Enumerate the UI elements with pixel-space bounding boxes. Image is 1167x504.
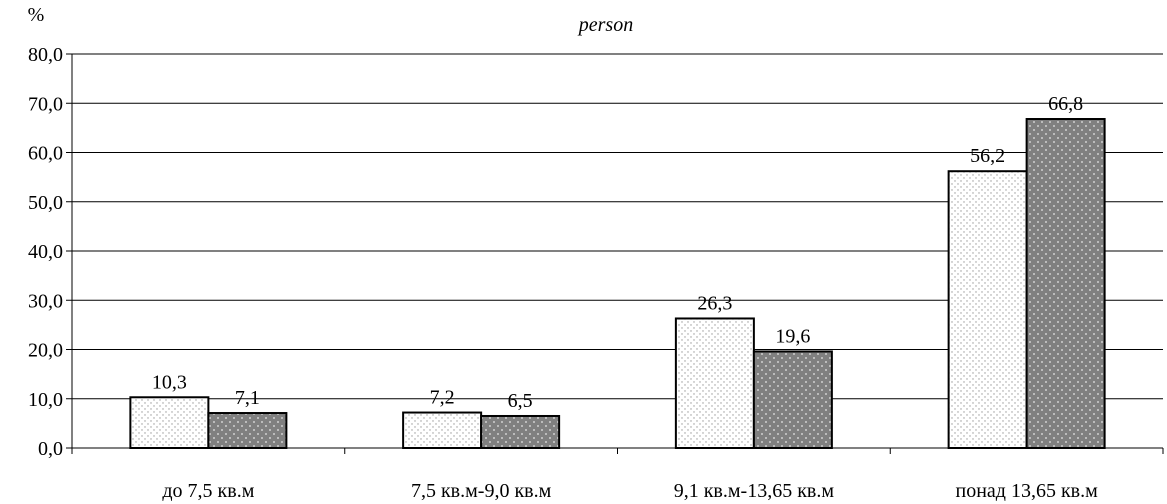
bar — [752, 350, 833, 449]
data-label: 26,3 — [697, 292, 732, 314]
bars — [129, 118, 1106, 450]
y-tick-label: 80,0 — [28, 44, 63, 66]
x-category-labels: до 7,5 кв.м 7,5 кв.м-9,0 кв.м 9,1 кв.м-13,… — [162, 480, 1098, 502]
chart-subtitle: person — [577, 14, 633, 36]
bar — [129, 396, 210, 449]
data-label: 56,2 — [970, 145, 1005, 167]
y-tick-label: 30,0 — [28, 290, 63, 312]
x-category-label: до 7,5 кв.м — [162, 480, 254, 502]
y-tick-label: 60,0 — [28, 143, 63, 165]
y-axis-unit-label: % — [28, 4, 45, 26]
bar — [480, 414, 561, 449]
x-category-label: 7,5 кв.м-9,0 кв.м — [411, 480, 552, 502]
y-tick-label: 20,0 — [28, 340, 63, 362]
data-label: 6,5 — [508, 390, 533, 412]
data-label: 19,6 — [775, 325, 810, 347]
data-label: 7,1 — [235, 387, 260, 409]
y-tick-label: 40,0 — [28, 241, 63, 263]
y-tick-label: 70,0 — [28, 93, 63, 115]
y-tick-labels: 0,0 10,0 20,0 30,0 40,0 50,0 60,0 70,0 80,0 — [28, 44, 63, 460]
data-label: 10,3 — [152, 371, 187, 393]
bar — [402, 411, 483, 450]
data-label: 7,2 — [430, 387, 455, 409]
data-labels: 10,3 7,1 7,2 6,5 26,3 19,6 56,2 66,8 — [152, 93, 1083, 412]
gridlines — [72, 53, 1163, 400]
axes — [66, 53, 1164, 454]
x-category-label: 9,1 кв.м-13,65 кв.м — [674, 480, 835, 502]
y-tick-label: 50,0 — [28, 192, 63, 214]
bar — [674, 317, 755, 449]
bar — [1025, 118, 1106, 449]
bar — [207, 412, 288, 449]
y-tick-label: 10,0 — [28, 389, 63, 411]
data-label: 66,8 — [1048, 93, 1083, 115]
x-category-label: понад 13,65 кв.м — [955, 480, 1098, 502]
y-tick-label: 0,0 — [38, 438, 63, 460]
bar — [947, 170, 1028, 449]
